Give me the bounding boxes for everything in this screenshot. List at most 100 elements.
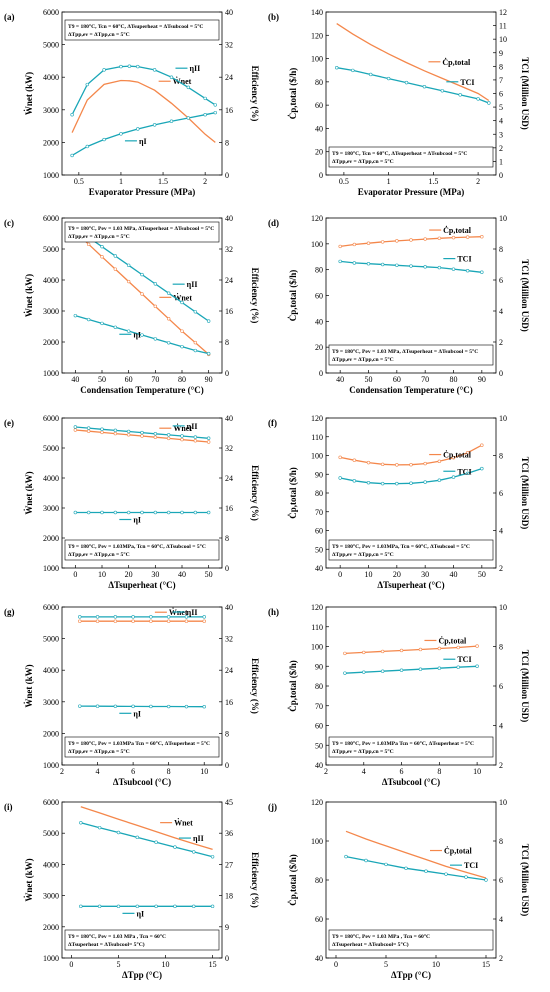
x-tick-label: 40: [71, 375, 79, 384]
y2-tick-label: 5: [499, 103, 503, 112]
y-tick-label: 4000: [43, 73, 59, 82]
x-tick-label: 40: [336, 375, 344, 384]
y2-tick-label: 3: [499, 130, 503, 139]
y2-axis-label: Efficiency (%): [250, 658, 260, 714]
annotation-line: T9 = 180°C, Tcn = 60°C, ΔTsuperheat = ΔT…: [68, 23, 203, 30]
data-point: [423, 480, 427, 484]
data-point: [113, 615, 118, 619]
x-axis-label: Condensation Temperature (°C): [349, 385, 472, 395]
data-point: [70, 153, 74, 158]
y2-tick-label: 4: [499, 722, 503, 731]
y2-tick-label: 10: [499, 35, 507, 44]
y2-axis-label: TCI (Million USD): [520, 57, 530, 130]
data-point: [116, 904, 121, 909]
y2-tick-label: 6: [499, 90, 503, 99]
data-point: [380, 462, 385, 467]
data-point: [366, 262, 371, 266]
x-tick-label: 2: [476, 177, 480, 186]
data-point: [380, 669, 385, 673]
data-point: [423, 265, 427, 269]
y-tick-label: 2000: [43, 338, 59, 347]
y2-tick-label: 24: [225, 276, 233, 285]
x-tick-label: 70: [421, 375, 429, 384]
data-point: [202, 615, 206, 619]
legend-label: Ċp,total: [443, 225, 472, 235]
panel-label: (c): [4, 218, 14, 228]
y-tick-label: 140: [311, 8, 323, 17]
data-point: [169, 75, 174, 79]
panel-label: (h): [268, 607, 279, 617]
data-point: [127, 64, 132, 68]
chart-h: (h) 2 4 6 8 10 40 50 60 70 80 90 100 110 120 2 4 6 8 10 ΔTsu…: [268, 603, 530, 787]
data-point: [335, 65, 339, 70]
y-axis-label: Ẇnet (kW): [24, 664, 34, 707]
y-tick-label: 5000: [43, 41, 59, 50]
data-point: [126, 263, 131, 267]
data-point: [193, 510, 198, 515]
data-point: [153, 432, 158, 436]
data-point: [193, 435, 198, 439]
x-axis-label: ΔTsubcool (°C): [382, 777, 440, 787]
data-point: [451, 267, 456, 271]
x-tick-label: 10: [98, 570, 106, 579]
data-point: [352, 458, 357, 462]
data-point: [440, 89, 445, 93]
y-tick-label: 5000: [43, 245, 59, 254]
data-point: [338, 455, 342, 460]
data-point: [100, 244, 104, 249]
data-point: [153, 282, 158, 286]
y2-tick-label: 45: [225, 798, 233, 807]
data-point: [73, 428, 78, 432]
y-tick-label: 80: [315, 266, 323, 275]
legend-label: Ċp,total: [438, 635, 467, 645]
y-tick-label: 3000: [43, 504, 59, 513]
data-point: [113, 254, 118, 258]
data-point: [380, 481, 385, 486]
data-point: [480, 235, 484, 239]
y2-tick-label: 10: [499, 798, 507, 807]
annotation-line: ΔTpp,ev = ΔTpp,cn = 5°C: [332, 748, 394, 755]
x-axis-label: Condensation Temperature (°C): [80, 385, 203, 395]
annotation-box: [64, 221, 220, 243]
data-point: [153, 337, 158, 341]
y-tick-label: 110: [311, 623, 323, 632]
y2-tick-label: 16: [225, 698, 233, 707]
y2-tick-label: 8: [499, 837, 503, 846]
y2-tick-label: 0: [225, 369, 229, 378]
series-line: [79, 705, 205, 708]
plot-frame: [61, 606, 223, 766]
annotation-line: T9 = 180°C, Pev = 1.03 MPa , Tcn = 60°C: [68, 933, 166, 940]
y-axis-label: Ċp,total ($/h): [288, 68, 298, 120]
x-tick-label: 30: [151, 570, 159, 579]
y-tick-label: 1000: [43, 171, 59, 180]
data-point: [180, 329, 184, 333]
data-point: [210, 904, 215, 909]
data-point: [173, 904, 177, 909]
y-tick-label: 1000: [43, 954, 59, 963]
y2-axis-label: Efficiency (%): [250, 268, 260, 324]
data-point: [86, 242, 91, 247]
x-tick-label: 4: [362, 767, 366, 776]
x-tick-label: 0.5: [74, 177, 84, 186]
y2-tick-label: 16: [225, 307, 233, 316]
y-tick-label: 6000: [43, 214, 59, 223]
data-point: [206, 510, 211, 515]
x-tick-label: 70: [151, 375, 159, 384]
y2-tick-label: 40: [225, 214, 233, 223]
data-point: [153, 435, 158, 439]
data-point: [140, 510, 144, 515]
data-point: [100, 427, 104, 431]
data-point: [399, 648, 404, 653]
data-point: [386, 76, 391, 81]
y-tick-label: 60: [315, 527, 323, 536]
series-line: [80, 822, 213, 858]
chart-a: (a) 0.5 1 1.5 2 1000 2000 3000 4000 5000 6000 0 8 16 2…: [4, 8, 260, 197]
y-tick-label: 6000: [43, 798, 59, 807]
legend-label: TCI: [457, 655, 471, 664]
y-tick-label: 110: [311, 433, 323, 442]
x-axis-label: ΔTpp (°C): [391, 970, 431, 980]
data-point: [102, 68, 106, 72]
y-tick-label: 2000: [43, 729, 59, 738]
data-point: [135, 835, 139, 840]
x-tick-label: 15: [482, 960, 490, 969]
